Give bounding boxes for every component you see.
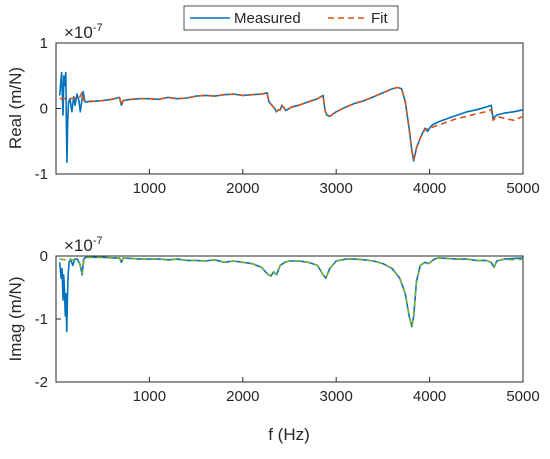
real-ylabel: Real (m/N) xyxy=(6,67,25,149)
real-ytick-label: 1 xyxy=(40,35,48,52)
real-xtick-label: 1000 xyxy=(133,180,166,197)
imag-ylabel: Imag (m/N) xyxy=(6,277,25,362)
imag-ticks: 1000 2000 3000 4000 5000 -2 -1 0 xyxy=(35,248,540,405)
real-exponent: ×10-7 xyxy=(64,22,103,42)
real-axes: 1000 2000 3000 4000 5000 -1 0 1 ×10-7 Real (m/N… xyxy=(6,22,540,197)
imag-axes: 1000 2000 3000 4000 5000 -2 -1 0 ×10-7 Imag (m/… xyxy=(6,235,540,444)
imag-exponent: ×10-7 xyxy=(64,235,103,255)
real-ytick-label: -1 xyxy=(35,166,48,183)
real-ticks: 1000 2000 3000 4000 5000 -1 0 1 xyxy=(35,35,540,197)
imag-xlabel: f (Hz) xyxy=(268,425,310,444)
imag-xtick-label: 5000 xyxy=(506,388,539,405)
real-xtick-label: 3000 xyxy=(320,180,353,197)
imag-xtick-label: 2000 xyxy=(226,388,259,405)
legend: Measured Fit xyxy=(183,5,399,31)
imag-ytick-label: -1 xyxy=(35,311,48,328)
imag-xtick-label: 3000 xyxy=(320,388,353,405)
imag-ytick-label: -2 xyxy=(35,374,48,391)
real-xtick-label: 5000 xyxy=(506,180,539,197)
imag-series-fit xyxy=(59,256,524,328)
legend-measured-label: Measured xyxy=(234,10,301,27)
real-xtick-label: 2000 xyxy=(226,180,259,197)
imag-ytick-label: 0 xyxy=(40,248,48,265)
real-series-lines xyxy=(58,71,524,163)
imag-series-lines xyxy=(56,255,524,333)
imag-xtick-label: 4000 xyxy=(413,388,446,405)
real-ytick-label: 0 xyxy=(40,101,48,118)
real-series-fit xyxy=(59,86,524,161)
real-xtick-label: 4000 xyxy=(413,180,446,197)
legend-fit-label: Fit xyxy=(371,10,388,27)
imag-plot-area xyxy=(55,255,524,383)
imag-xtick-label: 1000 xyxy=(133,388,166,405)
